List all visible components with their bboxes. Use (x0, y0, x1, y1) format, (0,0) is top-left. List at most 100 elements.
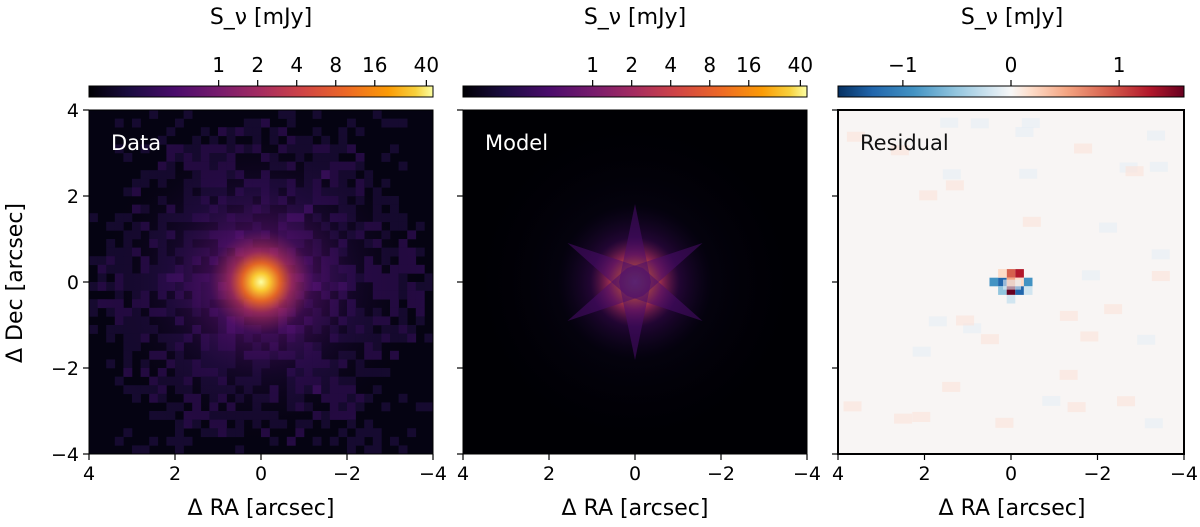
x-axis-model: 4 2 0 −2 −4 (457, 454, 821, 485)
residual-pixel (1015, 269, 1024, 278)
residual-noise (1144, 418, 1163, 429)
x-axis-label-model: Δ RA [arcsec] (562, 496, 709, 521)
residual-noise (956, 315, 975, 326)
x-tick-label: −4 (1170, 463, 1198, 485)
residual-noise (1147, 130, 1166, 141)
panel-label-model: Model (485, 131, 548, 155)
psf-spike (619, 204, 651, 282)
colorbar-ticks-data: 1 2 4 8 16 40 (212, 53, 439, 86)
residual-noise (1019, 168, 1038, 179)
y-tick-label: 0 (67, 272, 79, 294)
residual-noise (942, 381, 961, 392)
y-tick-label: −2 (51, 358, 79, 380)
residual-pixel (989, 277, 999, 287)
colorbar-ticks-model: 1 2 4 8 16 40 (586, 53, 813, 86)
residual-pixel (1006, 269, 1016, 278)
residual-noise (1125, 166, 1144, 177)
x-tick-label: −4 (419, 463, 447, 485)
y-tick-label: −4 (51, 444, 79, 466)
colorbar-tick-label: 8 (703, 53, 716, 77)
panel-model: S_ν [mJy] 1 2 4 8 16 40 Model 4 2 0 −2 −4 Δ RA [a… (457, 5, 821, 521)
residual-noise (890, 145, 909, 156)
colorbar-model (462, 85, 808, 98)
x-axis-residual: 4 2 0 −2 −4 (832, 454, 1198, 485)
colorbar-data (88, 85, 434, 98)
residual-noise (1117, 396, 1136, 407)
residual-noise (980, 334, 999, 345)
panel-data: S_ν [mJy] 1 2 4 8 16 40 Data 4 2 0 −2 −4 420−2−4 … (3, 5, 447, 521)
colorbar-tick-label: 40 (788, 53, 813, 77)
residual-noise (1015, 126, 1034, 137)
x-tick-label: 2 (543, 463, 555, 485)
y-axis-model (457, 109, 463, 455)
residual-pixel (1006, 286, 1016, 295)
colorbar-tick-label: 0 (1005, 53, 1018, 77)
residual-noise (1149, 161, 1168, 172)
residual-noise (1067, 402, 1086, 413)
residual-noise (942, 169, 961, 180)
residual-noise (919, 190, 938, 201)
residual-pixel (998, 269, 1007, 278)
colorbar-tick-label: 16 (736, 53, 761, 77)
x-tick-label: −2 (333, 463, 361, 485)
residual-noise (912, 411, 931, 422)
x-tick-label: 4 (83, 463, 95, 485)
residual-noise (1021, 118, 1040, 129)
colorbar-tick-label: 1 (1113, 53, 1126, 77)
x-tick-label: 2 (169, 463, 181, 485)
residual-noise (1042, 395, 1061, 406)
y-axis-label: Δ Dec [arcsec] (3, 203, 28, 363)
panel-label-data: Data (111, 131, 161, 155)
residual-noise (1081, 270, 1100, 281)
residual-pixel (998, 277, 1007, 287)
residual-noise (1099, 222, 1118, 233)
heatmap-data (88, 109, 434, 455)
residual-pixel (1023, 286, 1033, 295)
colorbar-label-data: S_ν [mJy] (210, 5, 312, 30)
residual-pixel (1006, 294, 1016, 304)
residual-noise (843, 401, 862, 412)
residual-noise (995, 417, 1014, 428)
residual-noise (1151, 271, 1170, 282)
residual-noise (928, 316, 947, 327)
psf-spike (627, 243, 703, 296)
residual-noise (912, 346, 931, 357)
x-tick-label: 0 (629, 463, 641, 485)
residual-noise (1003, 279, 1022, 290)
residual-noise (945, 180, 964, 191)
heatmap-model (462, 109, 808, 455)
colorbar-tick-label: 1 (212, 53, 225, 77)
panel-label-residual: Residual (860, 131, 949, 155)
x-tick-label: 4 (457, 463, 469, 485)
y-axis-data: 4 2 0 −2 −4 (51, 100, 89, 466)
residual-noise (1104, 304, 1123, 315)
y-tick-label: 4 (67, 100, 79, 122)
x-tick-label: 2 (918, 463, 930, 485)
colorbar-tick-label: −1 (888, 53, 917, 77)
residual-pixel (1015, 286, 1024, 295)
x-tick-label: 4 (832, 463, 844, 485)
x-axis-label-residual: Δ RA [arcsec] (939, 496, 1086, 521)
residual-pixel (1023, 277, 1033, 287)
psf-spike (619, 282, 651, 360)
residual-noise (846, 131, 865, 142)
colorbar-tick-label: 2 (251, 53, 264, 77)
psf-spike (567, 243, 643, 296)
panel-residual: S_ν [mJy] −1 0 1 Residual 4 2 0 −2 −4 Δ RA [ar… (832, 5, 1198, 521)
residual-noise (1074, 143, 1093, 154)
x-tick-label: −2 (707, 463, 735, 485)
x-tick-label: −4 (793, 463, 821, 485)
colorbar-tick-label: 4 (664, 53, 677, 77)
residual-noise (1080, 331, 1099, 342)
residual-noise (1151, 249, 1170, 260)
y-axis-residual (832, 109, 838, 455)
colorbar-label-model: S_ν [mJy] (584, 5, 686, 30)
residual-noise (970, 118, 989, 129)
x-tick-label: 0 (255, 463, 267, 485)
colorbar-tick-label: 4 (290, 53, 303, 77)
colorbar-tick-label: 40 (414, 53, 439, 77)
x-tick-label: −2 (1083, 463, 1111, 485)
residual-pixel (998, 286, 1007, 295)
colorbar-ticks-residual: −1 0 1 (888, 53, 1125, 86)
